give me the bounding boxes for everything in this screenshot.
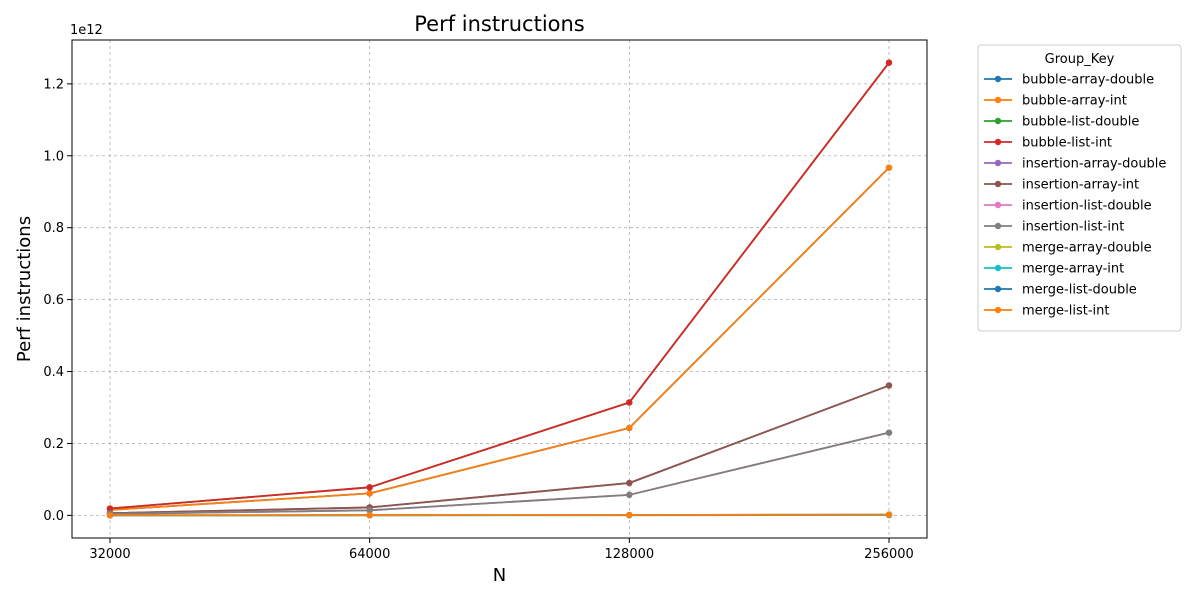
series-line [109,513,890,517]
series-merge-list-int [106,511,893,519]
legend-label: bubble-array-double [1022,73,1154,88]
legend-label: merge-list-int [1022,304,1109,319]
y-tick-label: 0.6 [43,293,64,308]
series-line [109,384,890,515]
series-layer [106,59,893,519]
y-axis: 0.0 0.2 0.4 0.6 0.8 1.0 1.2 [43,77,72,524]
legend-label: bubble-list-double [1022,115,1139,130]
series-line [109,167,890,511]
x-axis: 32000 64000 128000 256000 [89,538,914,562]
legend-item: insertion-list-double [984,199,1152,214]
x-tick-label: 128000 [605,547,655,562]
legend-swatch-marker [994,159,1002,167]
legend-box [977,44,1182,332]
data-point [885,164,893,171]
y-axis-exponent: 1e12 [70,23,103,38]
legend-item: merge-list-double [984,283,1137,298]
legend-item: insertion-list-int [984,220,1124,235]
data-point [626,424,633,432]
legend-items: bubble-array-double bubble-array-int bubbl… [984,73,1166,319]
data-point [885,511,893,518]
legend-swatch-marker [994,264,1002,272]
legend-swatch-marker [994,201,1002,209]
plot-frame [71,39,928,539]
data-point [885,59,893,66]
series-insertion-array-double [106,382,893,517]
legend: Group_Key bubble-array-doublebubble-arra… [977,44,1182,332]
data-point [626,479,633,487]
legend-swatch-marker [994,96,1002,104]
series-line [109,167,890,511]
legend-swatch-marker [994,117,1002,125]
series-bubble-list-int [106,59,893,512]
legend-item: bubble-array-int [984,94,1127,109]
data-point [366,507,373,514]
legend-item: bubble-array-double [984,73,1154,88]
legend-label: insertion-list-double [1022,199,1152,214]
data-point [106,505,114,512]
data-point [626,511,633,519]
x-tick-label: 32000 [89,547,130,562]
legend-label: insertion-array-double [1022,157,1166,172]
data-point [366,490,373,497]
y-tick-label: 1.0 [43,149,64,164]
legend-title: Group_Key [1045,52,1115,67]
data-point [106,512,114,519]
legend-label: insertion-list-int [1022,220,1124,235]
x-tick-label: 64000 [349,547,390,562]
legend-label: insertion-array-int [1022,178,1139,193]
series-line [109,62,890,510]
legend-swatch-marker [994,306,1002,314]
series-insertion-list-double [106,429,893,518]
y-tick-label: 0.8 [43,221,64,236]
legend-label: bubble-array-int [1022,94,1127,109]
legend-item: merge-array-double [984,241,1152,256]
x-axis-title: N [493,565,506,586]
data-point [366,484,373,491]
data-point [885,382,893,389]
y-axis-title: Perf instructions [14,216,35,362]
y-tick-label: 0.0 [43,509,64,524]
legend-label: bubble-list-int [1022,136,1112,151]
legend-swatch-marker [994,285,1002,293]
x-tick-label: 256000 [864,547,914,562]
legend-item: insertion-array-int [984,178,1139,193]
data-point [626,491,633,499]
data-point [366,512,373,519]
legend-label: merge-array-double [1022,241,1152,256]
series-line [109,431,890,515]
legend-item: merge-array-int [984,262,1124,277]
legend-label: merge-array-int [1022,262,1124,277]
legend-item: merge-list-int [984,304,1109,319]
data-point [626,399,633,406]
series-line [109,384,890,515]
y-tick-label: 0.2 [43,437,64,452]
series-bubble-list-double [106,59,893,512]
legend-item: bubble-list-double [984,115,1139,130]
legend-swatch-marker [994,222,1002,230]
legend-swatch-marker [994,138,1002,146]
legend-swatch-marker [994,75,1002,83]
legend-swatch-marker [994,243,1002,251]
data-point [885,429,893,436]
legend-item: bubble-list-int [984,136,1112,151]
legend-swatch-marker [994,180,1002,188]
series-insertion-array-int [106,382,893,517]
grid-layer [72,40,927,538]
legend-label: merge-list-double [1022,283,1137,298]
legend-item: insertion-array-double [984,157,1166,172]
y-tick-label: 1.2 [43,77,64,92]
series-insertion-list-int [106,429,893,518]
y-tick-label: 0.4 [43,365,64,380]
chart-title: Perf instructions [414,12,585,36]
